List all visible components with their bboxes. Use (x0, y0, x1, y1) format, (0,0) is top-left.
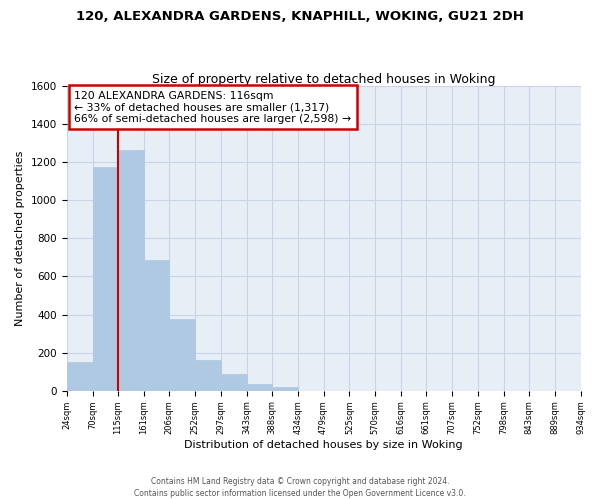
Text: 120, ALEXANDRA GARDENS, KNAPHILL, WOKING, GU21 2DH: 120, ALEXANDRA GARDENS, KNAPHILL, WOKING… (76, 10, 524, 23)
Bar (67, 362, 92, 390)
Text: 120 ALEXANDRA GARDENS: 116sqm
← 33% of detached houses are smaller (1,317)
66% o: 120 ALEXANDRA GARDENS: 116sqm ← 33% of d… (74, 90, 352, 124)
Bar (144, 260, 169, 390)
Bar (169, 320, 196, 390)
Bar (196, 360, 221, 390)
Y-axis label: Number of detached properties: Number of detached properties (15, 150, 25, 326)
Text: Contains HM Land Registry data © Crown copyright and database right 2024.
Contai: Contains HM Land Registry data © Crown c… (134, 476, 466, 498)
Bar (118, 150, 144, 390)
X-axis label: Distribution of detached houses by size in Woking: Distribution of detached houses by size … (184, 440, 463, 450)
Bar (92, 167, 118, 390)
Bar (221, 374, 247, 390)
Bar (247, 384, 272, 390)
Title: Size of property relative to detached houses in Woking: Size of property relative to detached ho… (152, 73, 495, 86)
Bar (272, 387, 298, 390)
